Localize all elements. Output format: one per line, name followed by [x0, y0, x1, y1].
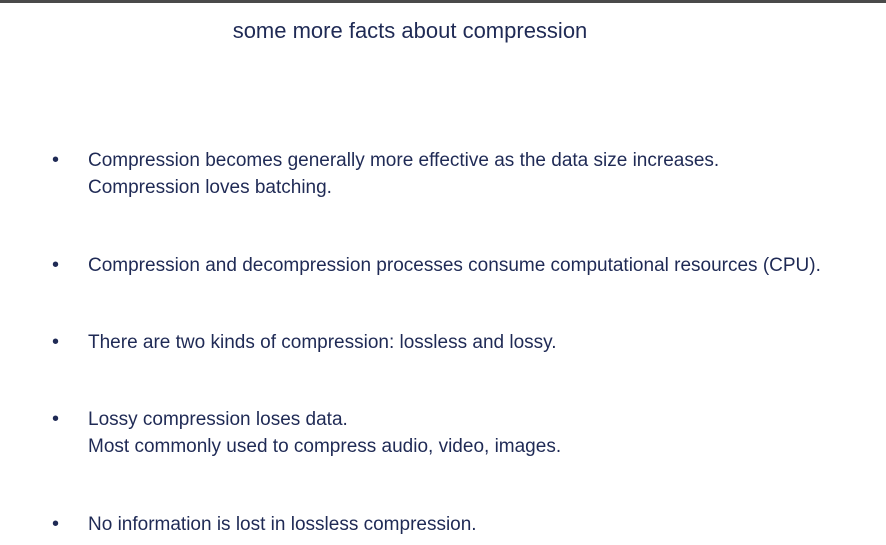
bullet-icon: • — [52, 254, 60, 276]
slide-title: some more facts about compression — [232, 18, 588, 43]
top-border — [0, 0, 886, 3]
bullet-text: Lossy compression loses data. — [88, 409, 348, 430]
bullet-text: Most commonly used to compress audio, vi… — [88, 436, 562, 457]
bullet-text: Compression loves batching. — [88, 177, 332, 198]
bullet-icon: • — [52, 331, 60, 353]
bullet-text: Compression becomes generally more effec… — [88, 150, 720, 171]
bullet-text: No information is lost in lossless compr… — [88, 514, 477, 535]
bullet-icon: • — [52, 408, 60, 430]
bullet-icon: • — [52, 149, 60, 171]
bullet-text: Compression and decompression processes … — [88, 255, 821, 276]
bullet-text: There are two kinds of compression: loss… — [88, 332, 557, 353]
bullet-icon: • — [52, 513, 60, 535]
